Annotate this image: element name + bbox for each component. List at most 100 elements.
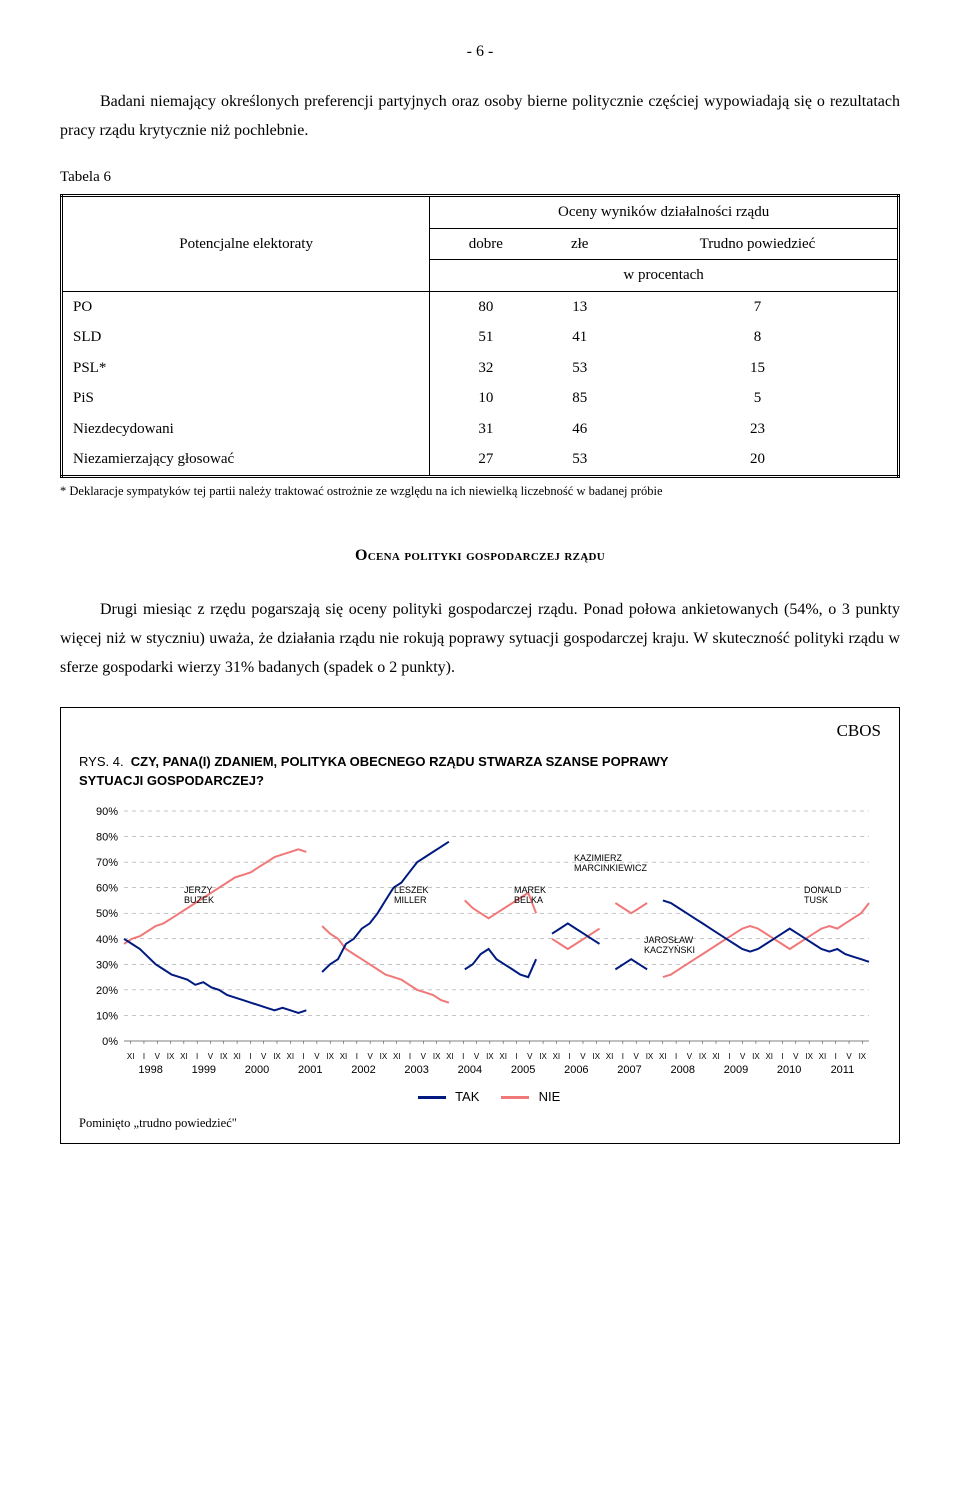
svg-text:IX: IX: [326, 1052, 334, 1061]
table-cell: 32: [430, 353, 542, 384]
table-label: Tabela 6: [60, 166, 900, 189]
para-body: Drugi miesiąc z rzędu pogarszają się oce…: [60, 596, 900, 682]
svg-text:I: I: [196, 1052, 198, 1061]
svg-text:IX: IX: [539, 1052, 547, 1061]
svg-text:KAZIMIERZ: KAZIMIERZ: [574, 853, 623, 863]
svg-text:2001: 2001: [298, 1064, 322, 1076]
svg-text:V: V: [208, 1052, 214, 1061]
chart-title: RYS. 4. CZY, PANA(I) ZDANIEM, POLITYKA O…: [79, 752, 729, 791]
table-row-label: PO: [62, 291, 430, 322]
svg-text:IX: IX: [699, 1052, 707, 1061]
svg-text:I: I: [728, 1052, 730, 1061]
svg-text:90%: 90%: [96, 806, 118, 818]
svg-text:20%: 20%: [96, 985, 118, 997]
chart-legend: TAK NIE: [79, 1087, 881, 1107]
svg-text:JAROSŁAW: JAROSŁAW: [644, 935, 694, 945]
svg-text:V: V: [846, 1052, 852, 1061]
svg-text:I: I: [249, 1052, 251, 1061]
svg-text:V: V: [740, 1052, 746, 1061]
table-cell: 23: [618, 414, 898, 445]
svg-text:XI: XI: [606, 1052, 614, 1061]
svg-text:XI: XI: [553, 1052, 561, 1061]
table-cell: 53: [541, 444, 618, 476]
svg-text:V: V: [155, 1052, 161, 1061]
svg-text:I: I: [356, 1052, 358, 1061]
table-cell: 27: [430, 444, 542, 476]
sub-header-0: dobre: [430, 228, 542, 260]
svg-text:BUZEK: BUZEK: [184, 895, 214, 905]
cbos-label: CBOS: [837, 718, 881, 744]
chart-rys: RYS. 4.: [79, 754, 124, 769]
table-row-label: Niezamierzający głosować: [62, 444, 430, 476]
table-footnote: * Deklaracje sympatyków tej partii należ…: [60, 482, 900, 501]
table-cell: 7: [618, 291, 898, 322]
svg-text:70%: 70%: [96, 857, 118, 869]
svg-text:2005: 2005: [511, 1064, 535, 1076]
svg-text:I: I: [515, 1052, 517, 1061]
svg-text:IX: IX: [646, 1052, 654, 1061]
sub-header-2: Trudno powiedzieć: [618, 228, 898, 260]
svg-text:MILLER: MILLER: [394, 895, 427, 905]
svg-text:XI: XI: [233, 1052, 241, 1061]
svg-text:I: I: [622, 1052, 624, 1061]
svg-text:V: V: [261, 1052, 267, 1061]
svg-text:XI: XI: [287, 1052, 295, 1061]
svg-text:I: I: [835, 1052, 837, 1061]
legend-nie: NIE: [539, 1089, 561, 1104]
svg-text:IX: IX: [433, 1052, 441, 1061]
header-span: Oceny wyników działalności rządu: [430, 196, 899, 229]
svg-text:XI: XI: [765, 1052, 773, 1061]
svg-text:80%: 80%: [96, 831, 118, 843]
svg-text:XI: XI: [659, 1052, 667, 1061]
svg-text:IX: IX: [805, 1052, 813, 1061]
svg-text:IX: IX: [752, 1052, 760, 1061]
svg-text:LESZEK: LESZEK: [394, 885, 429, 895]
svg-text:XI: XI: [819, 1052, 827, 1061]
svg-text:2003: 2003: [404, 1064, 428, 1076]
table-cell: 10: [430, 383, 542, 414]
svg-text:XI: XI: [180, 1052, 188, 1061]
svg-text:V: V: [634, 1052, 640, 1061]
svg-text:50%: 50%: [96, 908, 118, 920]
svg-text:JERZY: JERZY: [184, 885, 213, 895]
table-cell: 85: [541, 383, 618, 414]
svg-text:2000: 2000: [245, 1064, 269, 1076]
col0-header: Potencjalne elektoraty: [62, 196, 430, 292]
svg-text:TUSK: TUSK: [804, 895, 828, 905]
svg-text:MARCINKIEWICZ: MARCINKIEWICZ: [574, 863, 648, 873]
chart-container: CBOS RYS. 4. CZY, PANA(I) ZDANIEM, POLIT…: [60, 707, 900, 1144]
svg-text:2002: 2002: [351, 1064, 375, 1076]
table-cell: 41: [541, 322, 618, 353]
svg-text:2009: 2009: [724, 1064, 748, 1076]
section-heading: Ocena polityki gospodarczej rządu: [60, 544, 900, 568]
legend-swatch-nie: [501, 1096, 529, 1099]
svg-text:KACZYŃSKI: KACZYŃSKI: [644, 945, 695, 955]
svg-text:2010: 2010: [777, 1064, 801, 1076]
svg-text:2004: 2004: [458, 1064, 482, 1076]
svg-text:DONALD: DONALD: [804, 885, 842, 895]
svg-text:IX: IX: [380, 1052, 388, 1061]
sub-header-1: złe: [541, 228, 618, 260]
svg-text:IX: IX: [859, 1052, 867, 1061]
svg-text:XI: XI: [340, 1052, 348, 1061]
svg-text:I: I: [675, 1052, 677, 1061]
svg-text:IX: IX: [167, 1052, 175, 1061]
svg-text:MAREK: MAREK: [514, 885, 546, 895]
svg-text:I: I: [409, 1052, 411, 1061]
svg-text:V: V: [687, 1052, 693, 1061]
svg-text:10%: 10%: [96, 1010, 118, 1022]
svg-text:V: V: [314, 1052, 320, 1061]
svg-text:V: V: [580, 1052, 586, 1061]
svg-text:IX: IX: [273, 1052, 281, 1061]
svg-text:I: I: [462, 1052, 464, 1061]
legend-tak: TAK: [455, 1089, 479, 1104]
svg-text:XI: XI: [446, 1052, 454, 1061]
svg-text:I: I: [143, 1052, 145, 1061]
table-row-label: PiS: [62, 383, 430, 414]
table-cell: 20: [618, 444, 898, 476]
svg-text:2006: 2006: [564, 1064, 588, 1076]
table-cell: 51: [430, 322, 542, 353]
svg-text:2007: 2007: [617, 1064, 641, 1076]
chart-omitted-note: Pominięto „trudno powiedzieć": [79, 1114, 881, 1133]
svg-text:XI: XI: [499, 1052, 507, 1061]
